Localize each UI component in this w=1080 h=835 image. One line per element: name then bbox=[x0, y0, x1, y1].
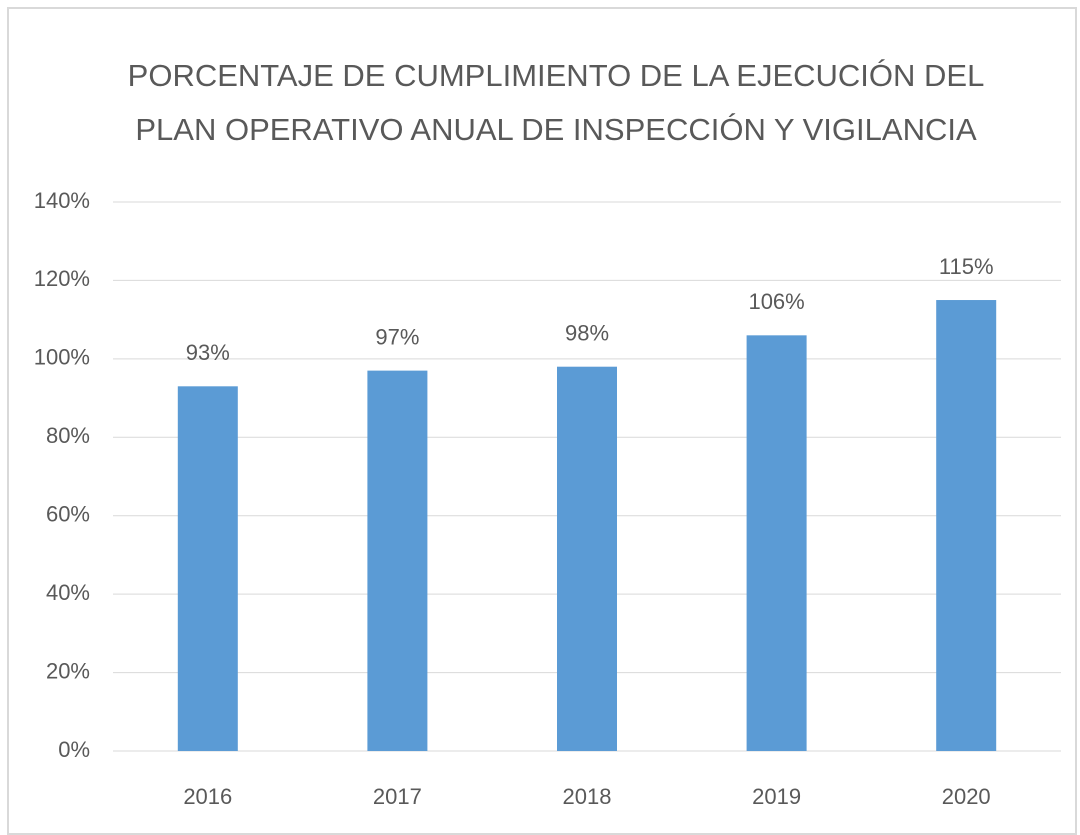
y-tick-label: 60% bbox=[46, 502, 90, 527]
y-tick-label: 100% bbox=[34, 345, 90, 370]
bar bbox=[367, 370, 428, 751]
data-label: 93% bbox=[186, 340, 230, 365]
chart-title: PORCENTAJE DE CUMPLIMIENTO DE LA EJECUCI… bbox=[128, 58, 985, 93]
data-label: 98% bbox=[565, 321, 609, 346]
y-tick-label: 140% bbox=[34, 188, 90, 213]
y-tick-label: 120% bbox=[34, 266, 90, 291]
x-tick-label: 2018 bbox=[563, 784, 612, 809]
y-tick-label: 0% bbox=[58, 737, 90, 762]
x-tick-label: 2020 bbox=[942, 784, 991, 809]
bar bbox=[936, 300, 997, 751]
x-tick-label: 2017 bbox=[373, 784, 422, 809]
data-label: 115% bbox=[939, 254, 994, 279]
data-label: 106% bbox=[748, 289, 804, 314]
data-label: 97% bbox=[375, 324, 419, 349]
x-tick-label: 2019 bbox=[752, 784, 801, 809]
bar bbox=[746, 335, 807, 751]
bar bbox=[177, 386, 238, 751]
bar bbox=[557, 366, 617, 751]
y-tick-label: 40% bbox=[46, 580, 90, 605]
y-tick-label: 80% bbox=[46, 423, 90, 448]
chart-title: PLAN OPERATIVO ANUAL DE INSPECCIÓN Y VIG… bbox=[135, 112, 977, 147]
x-tick-label: 2016 bbox=[183, 784, 232, 809]
y-tick-label: 20% bbox=[46, 658, 90, 683]
